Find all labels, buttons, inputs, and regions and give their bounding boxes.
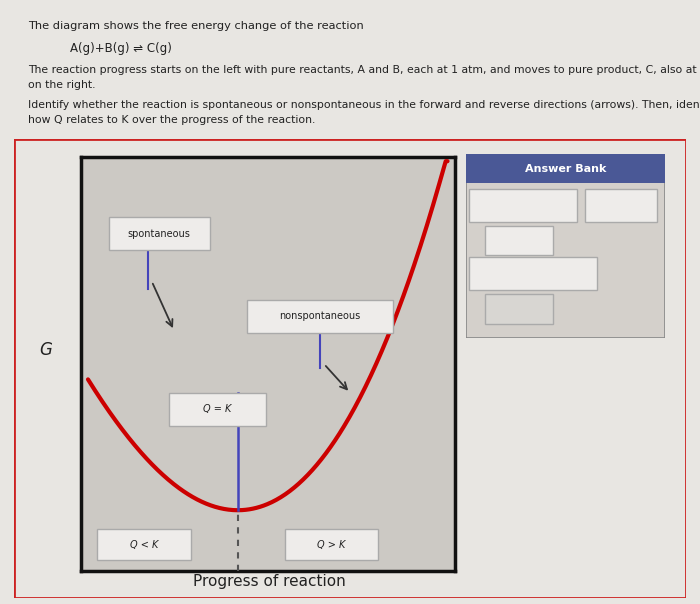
Text: how Q relates to K over the progress of the reaction.: how Q relates to K over the progress of … bbox=[28, 115, 316, 125]
Text: Q < K: Q < K bbox=[130, 540, 158, 550]
FancyBboxPatch shape bbox=[470, 257, 597, 291]
Text: Answer Bank: Answer Bank bbox=[524, 164, 606, 174]
Text: spontaneous: spontaneous bbox=[492, 201, 555, 211]
Text: Identify whether the reaction is spontaneous or nonspontaneous in the forward an: Identify whether the reaction is spontan… bbox=[28, 100, 700, 110]
Text: on the right.: on the right. bbox=[28, 80, 95, 90]
FancyBboxPatch shape bbox=[108, 217, 210, 250]
FancyBboxPatch shape bbox=[585, 189, 657, 222]
Text: nonspontaneous: nonspontaneous bbox=[279, 311, 360, 321]
Text: nonspontaneous: nonspontaneous bbox=[493, 269, 574, 279]
FancyBboxPatch shape bbox=[285, 529, 378, 561]
Text: G: G bbox=[39, 341, 52, 359]
Text: spontaneous: spontaneous bbox=[127, 228, 190, 239]
Text: The reaction progress starts on the left with pure reactants, A and B, each at 1: The reaction progress starts on the left… bbox=[28, 65, 700, 75]
Text: Q = K: Q = K bbox=[203, 405, 232, 414]
FancyBboxPatch shape bbox=[486, 294, 553, 324]
Text: Q > K: Q > K bbox=[317, 540, 346, 550]
FancyBboxPatch shape bbox=[470, 189, 578, 222]
Text: A(g)+B(g) ⇌ C(g): A(g)+B(g) ⇌ C(g) bbox=[70, 42, 172, 56]
Bar bbox=[466, 154, 665, 184]
FancyBboxPatch shape bbox=[486, 226, 553, 255]
Text: Progress of reaction: Progress of reaction bbox=[193, 574, 346, 588]
Text: The diagram shows the free energy change of the reaction: The diagram shows the free energy change… bbox=[28, 21, 364, 31]
FancyBboxPatch shape bbox=[97, 529, 191, 561]
FancyBboxPatch shape bbox=[169, 393, 266, 426]
FancyBboxPatch shape bbox=[247, 300, 393, 333]
